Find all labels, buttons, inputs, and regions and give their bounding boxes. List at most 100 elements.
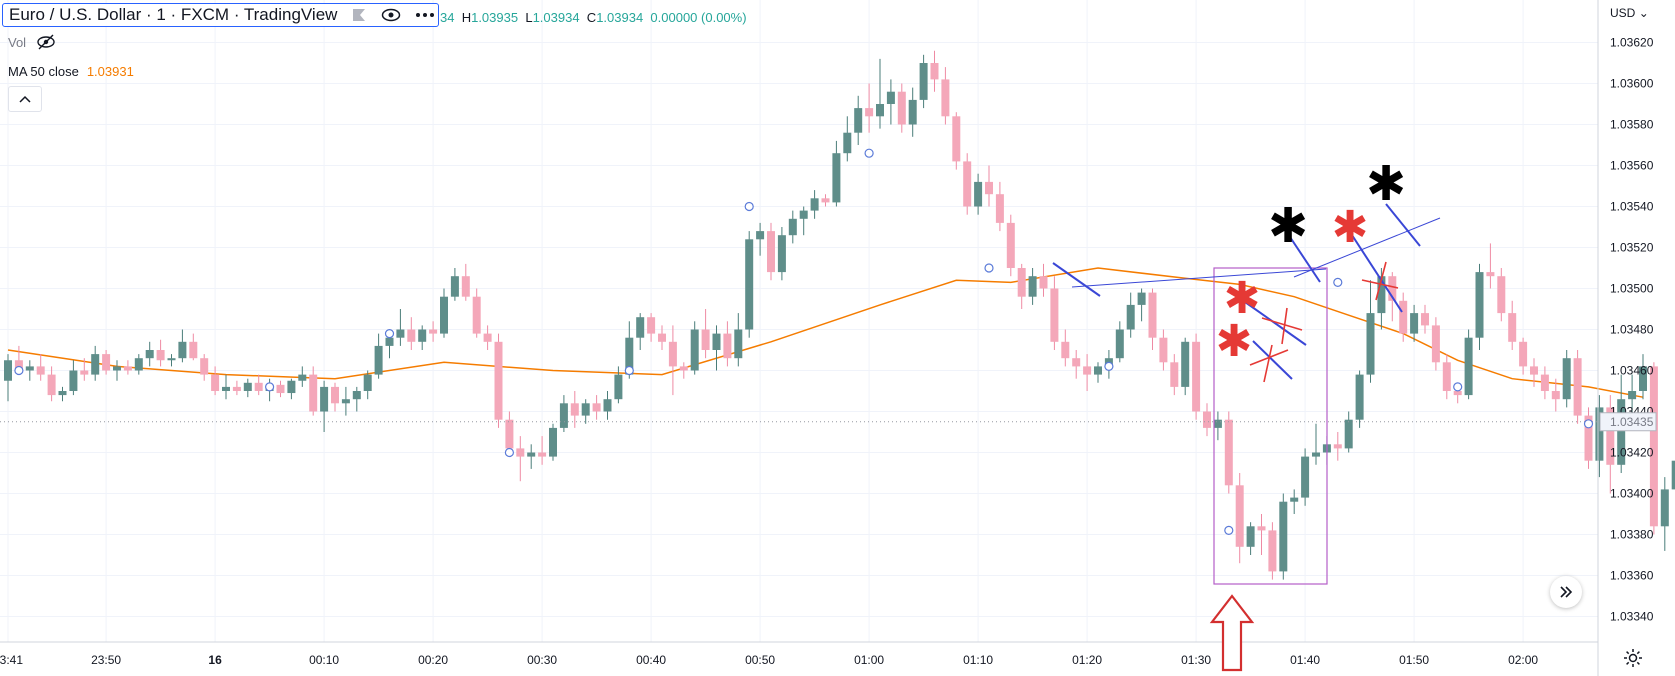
eye-icon[interactable]	[381, 8, 401, 22]
candle-body	[36, 366, 45, 375]
candle-down	[1083, 354, 1092, 391]
candle-body	[396, 329, 405, 338]
candle-body	[1584, 415, 1593, 461]
candle-body	[1421, 313, 1429, 326]
ma-legend[interactable]: MA 50 close 1.03931	[8, 64, 134, 79]
candle-body	[407, 329, 416, 342]
chevron-up-icon	[19, 95, 31, 103]
candle-down	[963, 153, 972, 215]
marker-circle	[1104, 361, 1114, 371]
candle-body	[1530, 366, 1538, 375]
candle-body	[810, 198, 819, 211]
candle-body	[134, 358, 143, 371]
candle-body	[1562, 358, 1571, 400]
y-tick-label: 1.03600	[1610, 77, 1654, 91]
x-tick-label: 01:40	[1290, 653, 1320, 667]
candle-up	[636, 313, 645, 350]
candle-body	[450, 276, 459, 297]
candle-body	[668, 341, 677, 367]
candle-body	[767, 231, 775, 273]
collapse-legend-button[interactable]	[8, 86, 42, 112]
candle-body	[1508, 313, 1517, 342]
candle-down	[331, 382, 339, 412]
candle-up	[1355, 370, 1364, 428]
marker-circle	[744, 201, 754, 212]
candle-down	[941, 67, 950, 125]
candle-body	[1475, 272, 1484, 338]
candle-down	[1486, 243, 1495, 289]
candle-body	[756, 231, 765, 240]
candle-down	[1224, 411, 1233, 494]
trend-line	[1289, 236, 1321, 283]
red-cross-stroke	[1281, 307, 1288, 345]
candle-body	[276, 384, 285, 394]
candle-body	[1649, 366, 1658, 527]
candle-down	[1192, 333, 1201, 420]
candle-body	[1246, 526, 1255, 547]
ohlc-high: 1.03935	[471, 10, 519, 25]
candle-up	[527, 444, 536, 469]
candle-body	[494, 341, 503, 420]
more-icon[interactable]	[415, 12, 435, 18]
candle-body	[1006, 222, 1015, 268]
candle-body	[843, 132, 852, 154]
candle-body	[559, 403, 568, 428]
candle-up	[1246, 522, 1255, 555]
candle-down	[1061, 329, 1070, 367]
candle-down	[1584, 407, 1593, 469]
eye-hidden-icon[interactable]	[36, 34, 56, 50]
candle-body	[1617, 399, 1626, 465]
scroll-to-realtime-button[interactable]	[1550, 576, 1582, 608]
candle-up	[1562, 350, 1571, 408]
settings-gear-icon[interactable]	[1623, 648, 1643, 673]
flag-icon[interactable]	[351, 8, 367, 22]
candle-body	[1224, 419, 1233, 486]
candle-up	[440, 288, 448, 338]
candle-body	[1519, 341, 1528, 367]
candle-down	[658, 325, 666, 350]
symbol-title-box[interactable]: Euro / U.S. Dollar · 1 · FXCM · TradingV…	[2, 3, 439, 27]
candle-down	[80, 358, 89, 381]
candle-body	[1301, 456, 1310, 498]
candle-body	[636, 317, 645, 338]
candle-body	[483, 333, 492, 342]
candle-body	[91, 354, 100, 375]
volume-legend[interactable]: Vol	[8, 34, 56, 50]
ohlc-close: 1.03934	[596, 10, 644, 25]
drawing-annotations[interactable]: ✱✱✱✱✱	[14, 148, 1594, 672]
currency-selector[interactable]: USD ⌄	[1610, 6, 1649, 20]
ohlc-change: 0.00000 (0.00%)	[650, 10, 747, 25]
x-tick-label: 00:30	[527, 653, 557, 667]
candle-body	[178, 341, 187, 359]
candle-body	[1028, 276, 1037, 297]
candle-up	[1344, 411, 1353, 453]
y-tick-label: 1.03520	[1610, 241, 1654, 255]
candle-down	[276, 380, 285, 398]
y-tick-label: 1.03500	[1610, 282, 1654, 296]
candle-up	[919, 54, 928, 109]
candle-body	[527, 452, 536, 457]
trend-line	[1293, 217, 1441, 278]
candle-up	[1279, 493, 1288, 580]
candle-down	[211, 366, 220, 396]
candle-up	[1639, 354, 1647, 400]
candle-body	[472, 296, 481, 334]
trend-line	[1349, 231, 1403, 313]
candle-body	[429, 329, 438, 334]
candle-down	[592, 395, 601, 420]
candle-body	[47, 374, 56, 396]
candle-down	[123, 360, 132, 375]
candle-body	[897, 91, 906, 125]
candle-body	[200, 358, 209, 375]
candle-down	[102, 350, 111, 375]
candle-body	[538, 452, 547, 457]
candle-down	[472, 288, 481, 338]
chevron-down-icon: ⌄	[1638, 6, 1649, 20]
candle-body	[69, 370, 78, 391]
red-cross-stroke	[1375, 261, 1387, 301]
candle-down	[494, 333, 503, 428]
candle-body	[995, 194, 1004, 223]
candle-down	[1442, 354, 1451, 400]
